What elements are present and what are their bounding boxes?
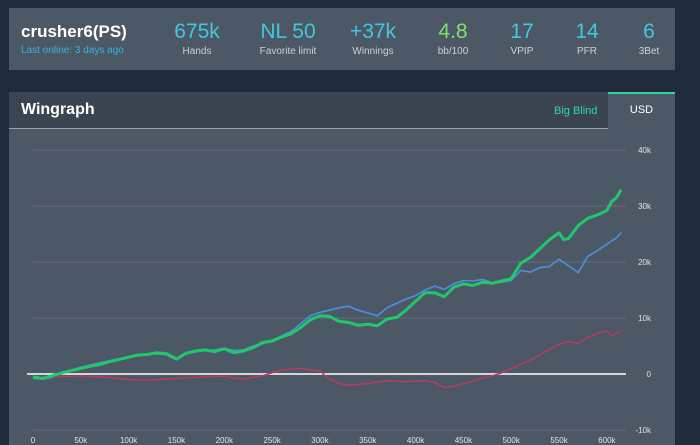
stat-label: bb/100 <box>437 46 469 57</box>
y-tick-label: 0 <box>647 370 652 379</box>
x-tick-label: 500k <box>503 436 521 445</box>
y-tick-label: 20k <box>638 258 652 267</box>
x-tick-label: 100k <box>120 436 138 445</box>
stat-value: 14 <box>575 20 599 43</box>
x-tick-label: 400k <box>407 436 425 445</box>
y-tick-label: 40k <box>638 146 652 155</box>
stat-label: PFR <box>577 46 597 57</box>
x-tick-label: 200k <box>216 436 234 445</box>
wingraph-title: Wingraph <box>21 101 95 118</box>
stat-value: NL 50 <box>260 20 316 43</box>
tab-big-blind[interactable]: Big Blind <box>554 105 598 117</box>
series-line <box>32 189 623 380</box>
player-name[interactable]: crusher6(PS) <box>21 22 127 41</box>
stat-value: 17 <box>510 20 534 43</box>
wingraph-chart: 40k 30k 20k 10k 0 -10k 0 50k 100k 150k 200k 250k 300… <box>27 146 652 445</box>
wingraph-card: Wingraph Big Blind USD 40k 30k 20k 10k 0 -10k… <box>9 92 675 445</box>
wingraph-title-bar: Wingraph Big Blind <box>9 92 608 129</box>
stat-label: Winnings <box>352 46 394 57</box>
y-tick-label: 30k <box>638 202 652 211</box>
stat-value: +37k <box>349 20 397 43</box>
x-tick-label: 250k <box>263 436 281 445</box>
stat-3bet: 6 3Bet <box>610 20 688 57</box>
stat-label: Favorite limit <box>259 46 317 57</box>
stat-hands: 675k Hands <box>157 20 237 57</box>
x-tick-label: 350k <box>359 436 377 445</box>
x-tick-label: 300k <box>311 436 329 445</box>
stat-favorite-limit: NL 50 Favorite limit <box>248 20 328 57</box>
stat-vpip: 17 VPIP <box>482 20 562 57</box>
stat-value: 675k <box>174 20 220 43</box>
wingraph-header: Wingraph Big Blind USD <box>9 92 675 129</box>
stat-value: 4.8 <box>438 20 468 43</box>
stat-winnings: +37k Winnings <box>333 20 413 57</box>
last-online-status: Last online: 3 days ago <box>21 45 124 56</box>
x-tick-label: 550k <box>550 436 568 445</box>
x-tick-label: 50k <box>74 436 88 445</box>
series-line <box>32 330 622 389</box>
tab-usd[interactable]: USD <box>608 92 675 129</box>
stat-label: VPIP <box>510 46 534 57</box>
x-tick-label: 450k <box>455 436 473 445</box>
y-tick-label: -10k <box>635 426 652 435</box>
y-tick-label: 10k <box>638 314 652 323</box>
stat-label: 3Bet <box>638 46 660 57</box>
x-tick-label: 150k <box>168 436 186 445</box>
player-stats-card: crusher6(PS) Last online: 3 days ago 675… <box>9 8 675 70</box>
stat-value: 6 <box>643 20 655 43</box>
stat-label: Hands <box>182 46 212 57</box>
x-tick-label: 0 <box>31 436 36 445</box>
x-tick-label: 600k <box>598 436 616 445</box>
stat-pfr: 14 PFR <box>547 20 627 57</box>
stat-bb-per-100: 4.8 bb/100 <box>413 20 493 57</box>
